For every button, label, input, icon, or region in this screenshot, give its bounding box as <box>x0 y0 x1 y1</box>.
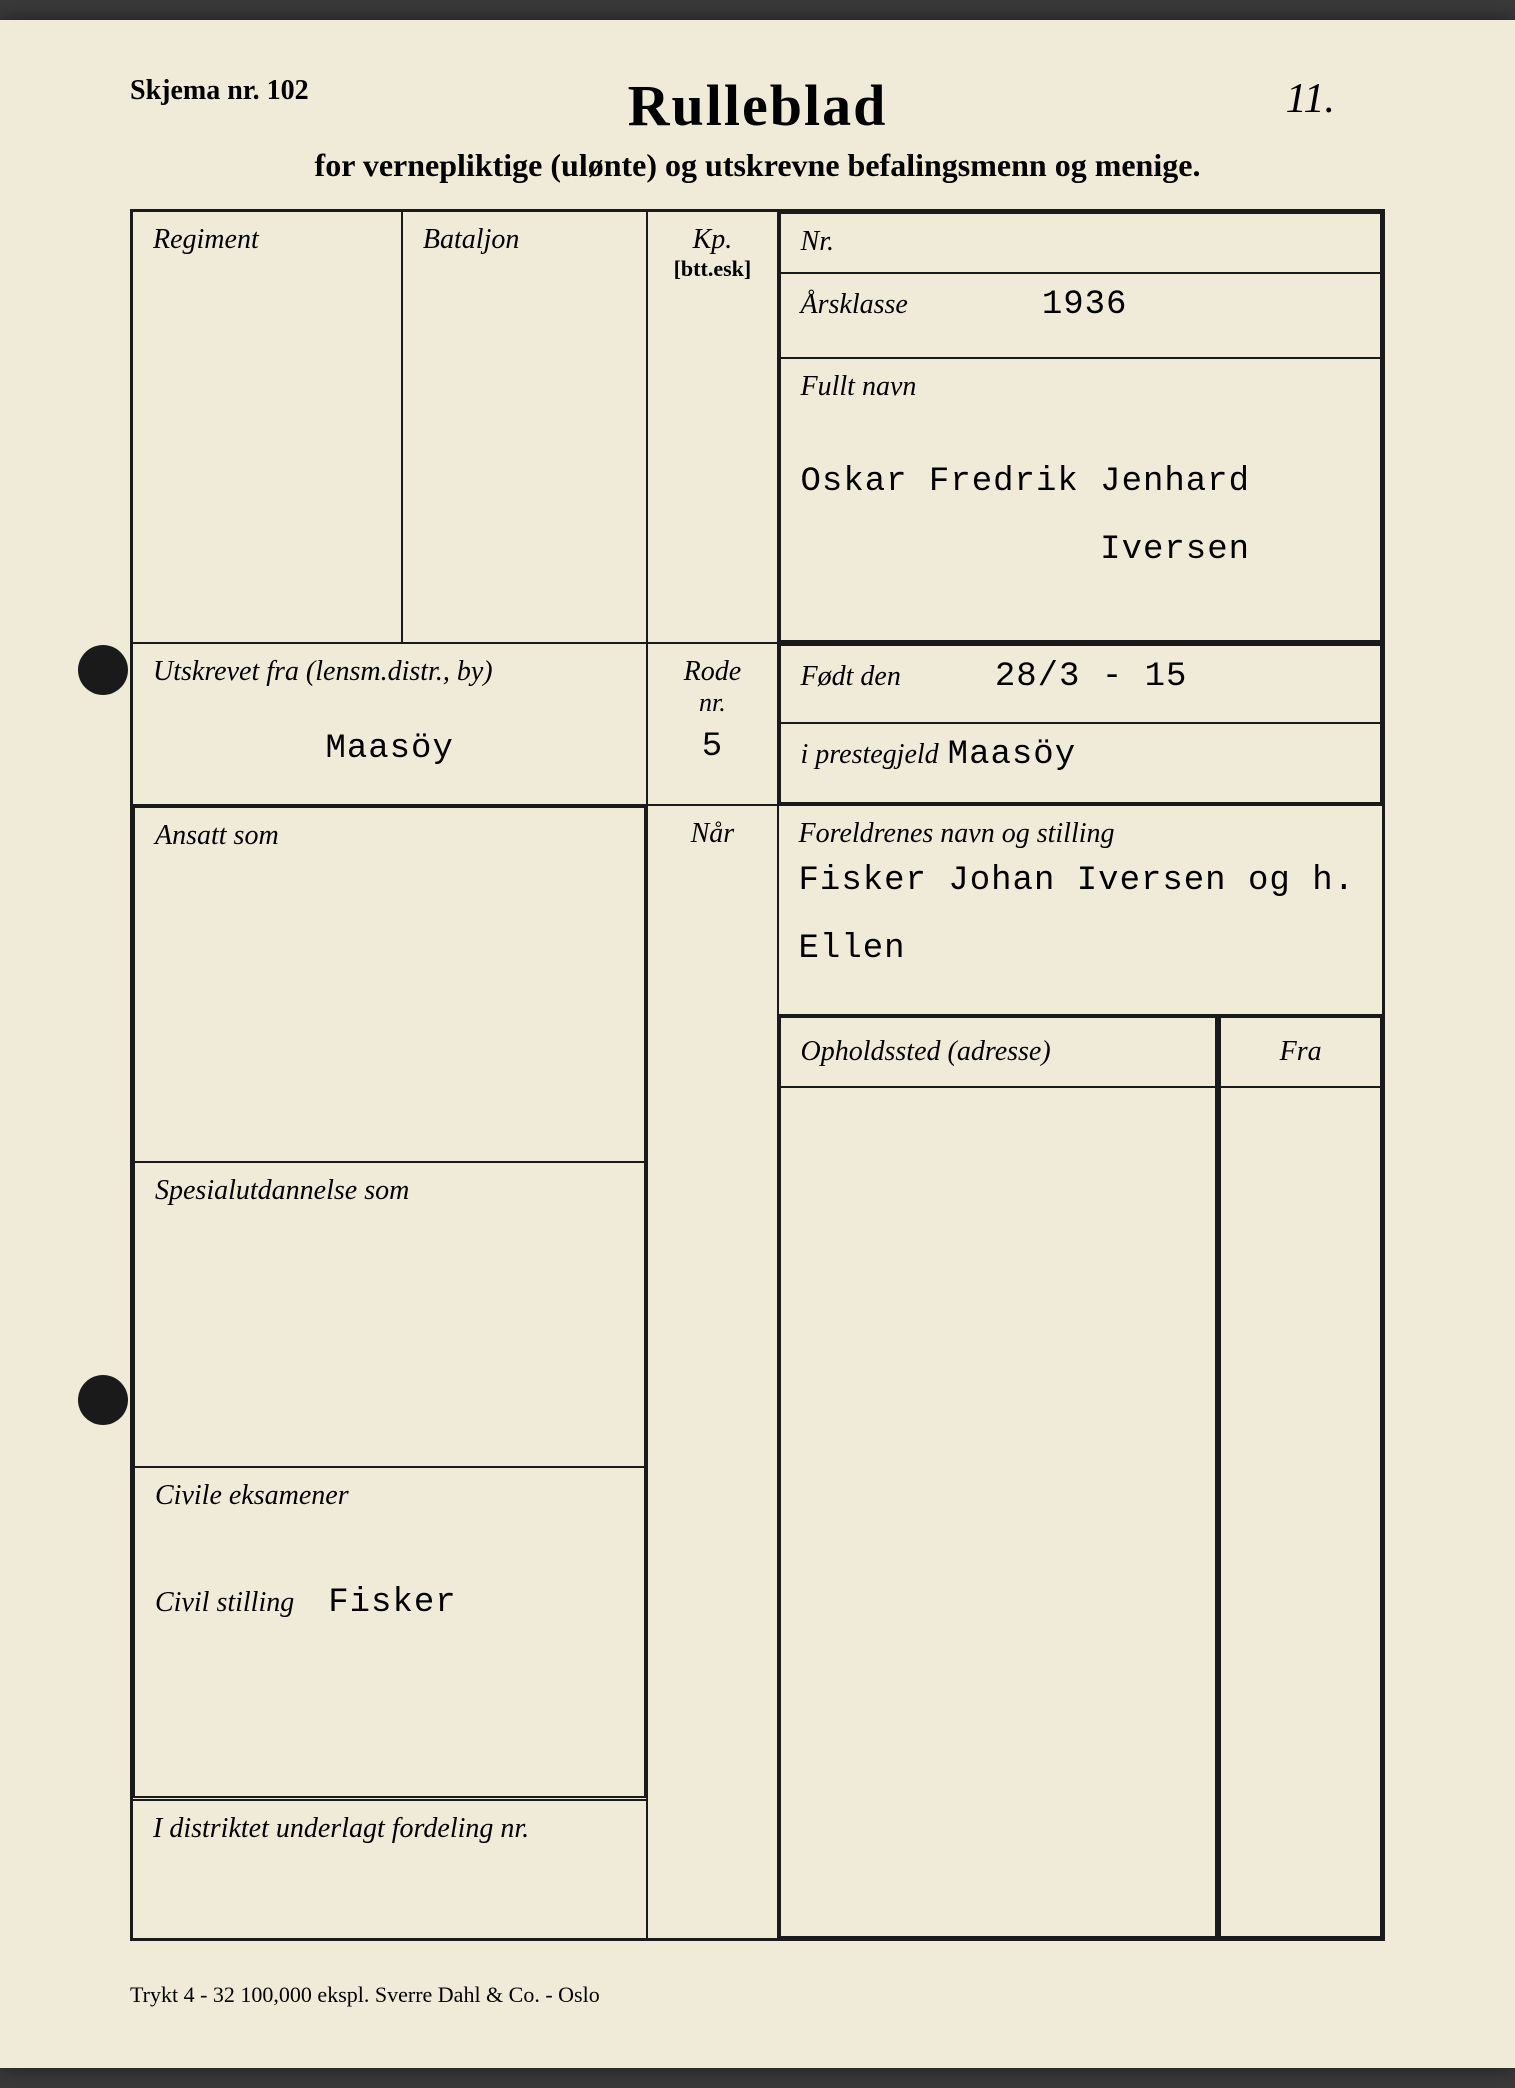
table-row: Utskrevet fra (lensm.distr., by) Maasöy … <box>132 643 1384 805</box>
footer-text: Trykt 4 - 32 100,000 ekspl. Sverre Dahl … <box>130 1982 600 2008</box>
page-title: Rulleblad <box>130 72 1385 139</box>
rode-label: Rode <box>668 656 756 688</box>
table-row: Regiment Bataljon Kp. [btt.esk] Nr. <box>132 211 1384 644</box>
rode-sublabel: nr. <box>668 688 756 718</box>
bataljon-cell: Bataljon <box>402 211 647 644</box>
civil-stilling-label: Civil stilling <box>155 1587 294 1618</box>
civile-eks-label: Civile eksamener <box>135 1468 644 1524</box>
foreldrenes-value1: Fisker Johan Iversen og h. <box>799 862 1362 900</box>
prestegjeld-label: i prestegjeld <box>801 739 939 770</box>
rode-cell: Rode nr. 5 <box>647 643 777 805</box>
kp-label: Kp. <box>668 224 756 256</box>
foreldrenes-cell: Foreldrenes navn og stilling Fisker Joha… <box>778 805 1384 1015</box>
skjema-number: 102 <box>267 75 309 106</box>
fra-label: Fra <box>1280 1036 1322 1067</box>
prestegjeld-value: Maasöy <box>948 736 1076 774</box>
skjema-label: Skjema nr. <box>130 75 260 106</box>
civil-stilling-value: Fisker <box>328 1584 456 1622</box>
nar-label: Når <box>648 806 776 862</box>
page-subtitle: for vernepliktige (ulønte) og utskrevne … <box>130 147 1385 184</box>
fullt-navn-value1: Oskar Fredrik Jenhard <box>801 463 1360 501</box>
nar-cell: Når <box>647 805 777 1940</box>
fra-col: Fra <box>1218 1015 1383 1940</box>
utskrevet-label: Utskrevet fra (lensm.distr., by) <box>133 644 646 700</box>
regiment-cell: Regiment <box>132 211 402 644</box>
distriktet-cell: I distriktet underlagt fordeling nr. <box>132 1800 648 1940</box>
rode-value: 5 <box>668 728 756 766</box>
nr-label: Nr. <box>781 214 1380 270</box>
right-top-cell: Nr. Årsklasse 1936 <box>778 211 1384 644</box>
regiment-label: Regiment <box>133 212 401 268</box>
kp-cell: Kp. [btt.esk] <box>647 211 777 644</box>
arsklasse-label: Årsklasse <box>801 289 908 320</box>
arsklasse-value: 1936 <box>1042 286 1128 324</box>
spesial-label: Spesialutdannelse som <box>135 1163 644 1219</box>
bataljon-label: Bataljon <box>403 212 646 268</box>
form-table: Regiment Bataljon Kp. [btt.esk] Nr. <box>130 209 1385 1941</box>
fodt-label: Født den <box>801 661 901 692</box>
table-row: Ansatt som Spesialutdannelse som Civile … <box>132 805 1384 1015</box>
ansatt-label: Ansatt som <box>135 808 644 864</box>
distriktet-label: I distriktet underlagt fordeling nr. <box>133 1801 646 1857</box>
fodt-cell: Født den 28/3 - 15 i prestegjeld Maasöy <box>778 643 1384 805</box>
ansatt-cell: Ansatt som Spesialutdannelse som Civile … <box>132 805 648 1800</box>
fodt-value: 28/3 - 15 <box>995 658 1188 696</box>
punch-hole <box>78 1375 128 1425</box>
kp-sublabel: [btt.esk] <box>668 256 756 282</box>
opholdssted-col: Opholdssted (adresse) <box>778 1015 1219 1940</box>
opholdssted-label: Opholdssted (adresse) <box>781 1024 1216 1080</box>
foreldrenes-label: Foreldrenes navn og stilling <box>799 818 1362 850</box>
corner-note: 11. <box>1286 75 1335 123</box>
fullt-navn-label: Fullt navn <box>801 371 1360 403</box>
punch-hole <box>78 645 128 695</box>
utskrevet-value: Maasöy <box>133 730 646 768</box>
fullt-navn-value2: Iversen <box>801 531 1360 569</box>
utskrevet-cell: Utskrevet fra (lensm.distr., by) Maasöy <box>132 643 648 805</box>
document-page: 11. Skjema nr. 102 Rulleblad for vernepl… <box>0 20 1515 2068</box>
foreldrenes-value2: Ellen <box>799 930 1362 968</box>
